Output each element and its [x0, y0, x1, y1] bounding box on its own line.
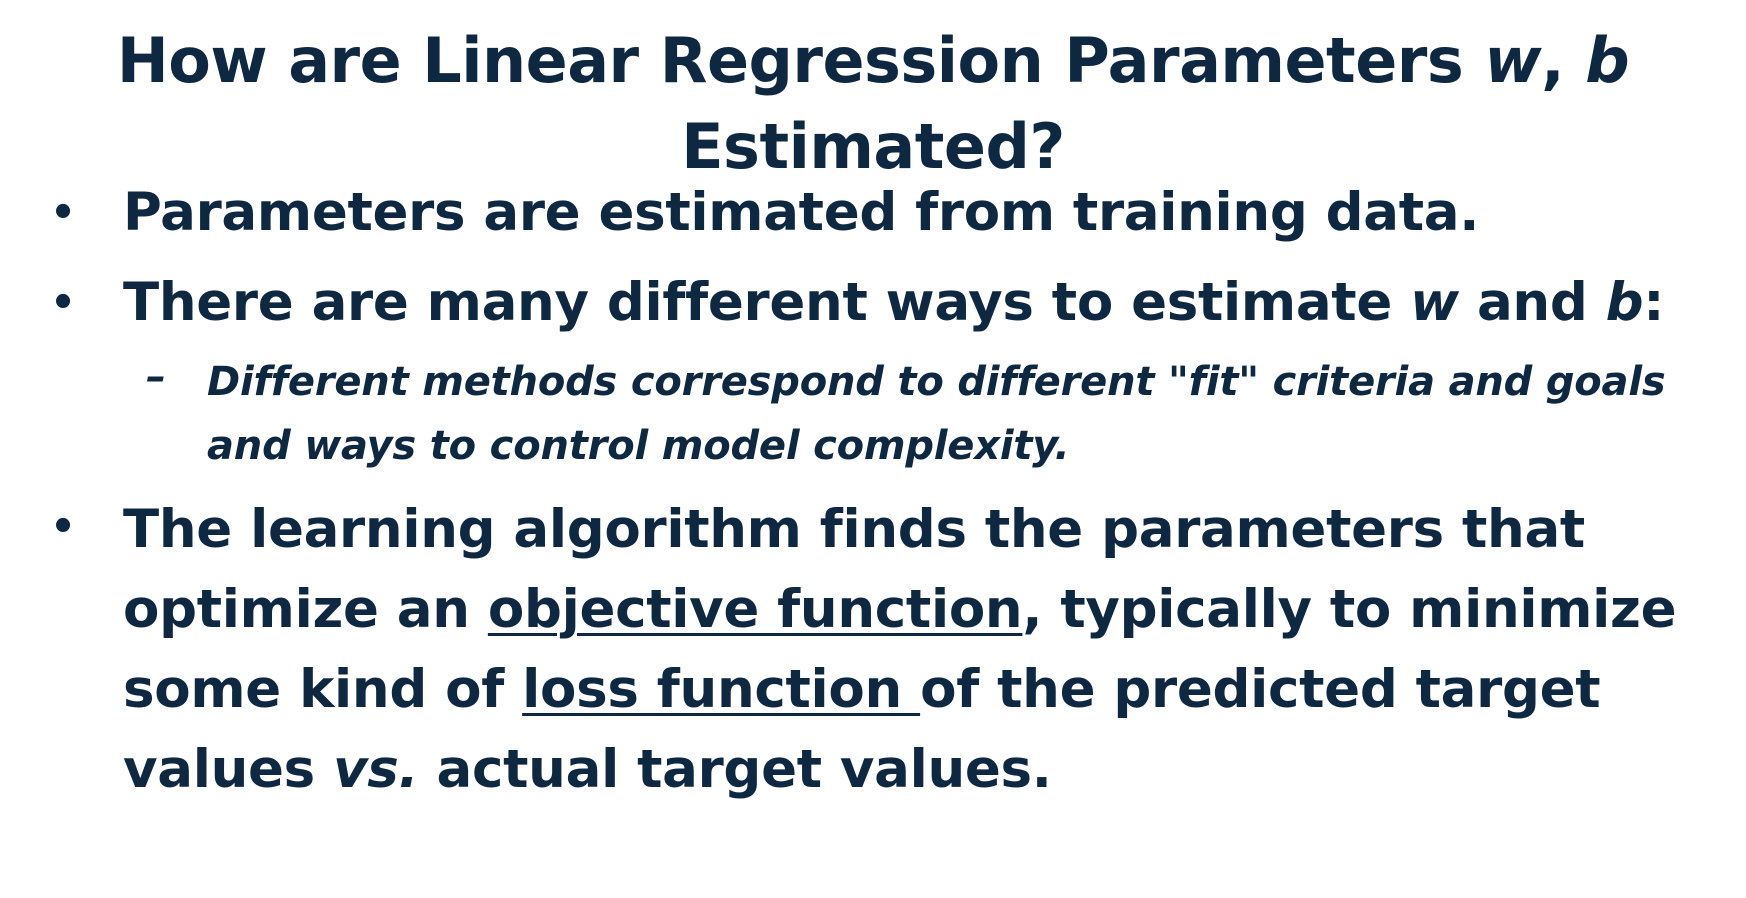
sub-bullet-line-2: and ways to control model complexity. — [207, 423, 1070, 469]
title-comma: , — [1541, 24, 1586, 97]
title-line-1: How are Linear Regression Parameters w, … — [0, 18, 1746, 104]
bullet-text-prefix: There are many different ways to estimat… — [123, 272, 1411, 333]
bullet-text-middle: and — [1458, 272, 1606, 333]
bullet-dot: • — [50, 280, 76, 326]
sub-bullet-line-1: Different methods correspond to differen… — [207, 359, 1666, 405]
title-text: How are Linear Regression Parameters — [116, 24, 1485, 97]
bullet-dot: • — [50, 190, 76, 236]
bullet-line-2: optimize an objective function, typicall… — [123, 570, 1677, 650]
line3-prefix: some kind of — [123, 659, 523, 720]
slide-title: How are Linear Regression Parameters w, … — [0, 18, 1746, 190]
title-line-2: Estimated? — [681, 110, 1065, 183]
sub-bullet-text: Different methods correspond to differen… — [207, 350, 1666, 478]
vs-term: vs. — [333, 739, 419, 800]
bullet-text: The learning algorithm finds the paramet… — [123, 490, 1677, 810]
line2-suffix: , typically to minimize — [1022, 579, 1677, 640]
bullet-text: Parameters are estimated from training d… — [123, 182, 1480, 243]
title-b: b — [1585, 24, 1630, 97]
objective-function-term: objective function — [487, 579, 1023, 640]
sub-bullet-dash: – — [146, 354, 166, 400]
line4-suffix: actual target values. — [418, 739, 1052, 800]
bullet-text: There are many different ways to estimat… — [123, 272, 1664, 333]
line2-prefix: optimize an — [123, 579, 488, 640]
bullet-w: w — [1410, 272, 1459, 333]
bullet-text-suffix: : — [1643, 272, 1665, 333]
bullet-line-3: some kind of loss function of the predic… — [123, 650, 1676, 730]
loss-function-term: loss function — [522, 659, 921, 720]
bullet-dot: • — [50, 504, 76, 550]
bullet-line-4: values vs. actual target values. — [123, 730, 1676, 810]
title-w: w — [1484, 24, 1542, 97]
bullet-line-1: The learning algorithm finds the paramet… — [123, 499, 1585, 560]
line3-suffix: of the predicted target — [920, 659, 1601, 720]
bullet-b: b — [1605, 272, 1644, 333]
line4-prefix: values — [123, 739, 334, 800]
